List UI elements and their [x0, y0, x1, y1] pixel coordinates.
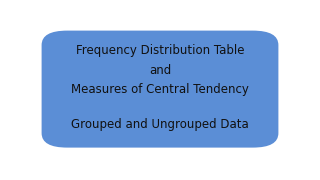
- Text: Measures of Central Tendency: Measures of Central Tendency: [71, 84, 249, 96]
- Text: Grouped and Ungrouped Data: Grouped and Ungrouped Data: [71, 118, 249, 131]
- Text: and: and: [149, 64, 171, 77]
- FancyBboxPatch shape: [42, 31, 278, 148]
- Text: Frequency Distribution Table: Frequency Distribution Table: [76, 44, 244, 57]
